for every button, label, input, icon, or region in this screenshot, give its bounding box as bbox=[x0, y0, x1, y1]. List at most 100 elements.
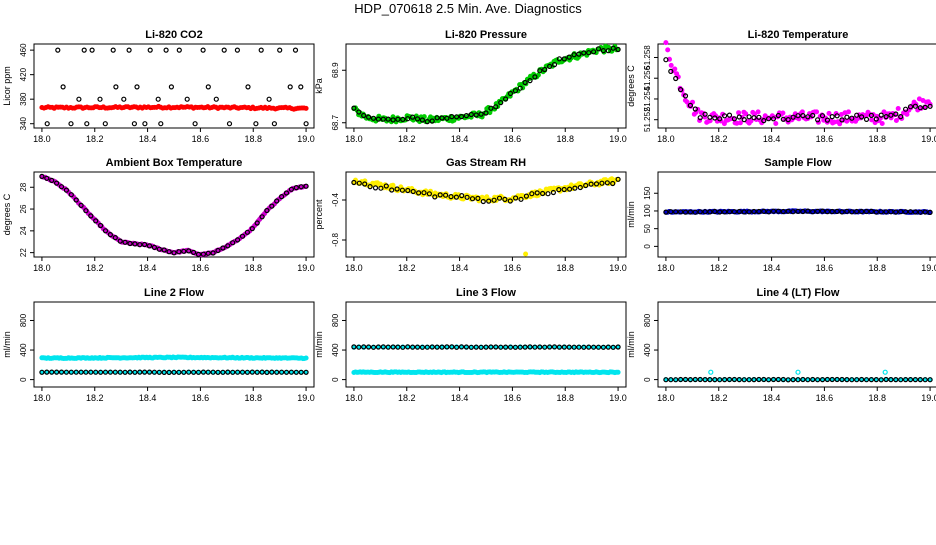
y-tick-label: 380 bbox=[19, 92, 28, 106]
data-point-black bbox=[288, 186, 294, 192]
data-point-black bbox=[780, 116, 786, 122]
data-point-black bbox=[110, 47, 116, 53]
panel-title: Sample Flow bbox=[764, 157, 832, 169]
data-point-black bbox=[254, 369, 260, 375]
data-point-black bbox=[195, 251, 202, 257]
data-point-black bbox=[131, 121, 137, 127]
data-point-black bbox=[424, 118, 430, 125]
data-point-black bbox=[449, 113, 455, 120]
data-point-black bbox=[765, 209, 772, 215]
data-point-black bbox=[475, 195, 481, 201]
data-point-black bbox=[849, 377, 855, 383]
data-point-black bbox=[775, 376, 782, 383]
data-point-black bbox=[507, 198, 513, 204]
data-point-black bbox=[834, 208, 840, 214]
data-point-black bbox=[163, 47, 169, 53]
panel-title: Line 3 Flow bbox=[456, 287, 516, 299]
data-point-black bbox=[434, 115, 440, 121]
data-point-black bbox=[142, 369, 148, 375]
data-point-black bbox=[556, 56, 563, 62]
data-point-black bbox=[195, 369, 202, 375]
data-point-black bbox=[542, 66, 548, 73]
plot-frame bbox=[657, 171, 936, 258]
y-tick-label: 340 bbox=[19, 116, 28, 130]
y-tick-label: 800 bbox=[643, 313, 652, 327]
data-point-black bbox=[437, 192, 443, 198]
data-point-black bbox=[375, 116, 381, 122]
data-point-black bbox=[819, 377, 826, 383]
data-point-black bbox=[166, 249, 172, 255]
data-point-black bbox=[434, 344, 440, 350]
data-point-black bbox=[668, 377, 674, 383]
data-point-black bbox=[389, 187, 395, 193]
data-point-black bbox=[367, 184, 373, 190]
x-tick-label: 18.8 bbox=[868, 134, 886, 144]
data-point-black bbox=[239, 233, 246, 239]
data-point-black bbox=[245, 84, 251, 90]
data-point-cyan-spikes bbox=[882, 369, 888, 375]
data-point-black bbox=[726, 209, 733, 215]
data-point-black bbox=[721, 377, 728, 383]
data-point-black bbox=[590, 344, 597, 350]
data-point-black bbox=[264, 369, 270, 375]
data-point-black bbox=[746, 114, 752, 120]
data-point-outlier bbox=[523, 251, 529, 257]
data-point-black bbox=[893, 209, 899, 215]
data-point-black bbox=[863, 116, 870, 123]
data-point-black bbox=[469, 196, 476, 202]
x-tick-label: 18.6 bbox=[816, 134, 834, 144]
data-point-black bbox=[78, 369, 84, 375]
data-point-black bbox=[235, 369, 241, 375]
data-point-black bbox=[142, 241, 148, 248]
data-point-black bbox=[366, 344, 372, 350]
data-point-black bbox=[410, 344, 416, 350]
data-point-magenta bbox=[736, 110, 742, 116]
x-tick-label: 18.2 bbox=[710, 134, 728, 144]
data-point-black bbox=[88, 369, 94, 375]
data-point-black bbox=[63, 187, 70, 193]
data-point-black bbox=[102, 121, 108, 127]
data-point-black bbox=[426, 191, 432, 197]
data-point-black bbox=[746, 209, 752, 215]
data-point-black bbox=[491, 197, 497, 203]
data-point-black bbox=[155, 96, 161, 102]
data-point-black bbox=[453, 194, 459, 200]
data-point-black bbox=[770, 208, 777, 214]
data-point-black bbox=[692, 376, 698, 383]
data-point-black bbox=[366, 114, 372, 120]
y-axis-label: degrees C bbox=[2, 193, 12, 235]
y-tick-label: 68.9 bbox=[331, 62, 340, 78]
data-point-black bbox=[269, 203, 275, 209]
x-tick-label: 19.0 bbox=[921, 393, 936, 403]
data-point-black bbox=[546, 344, 553, 350]
data-point-black bbox=[615, 46, 621, 53]
data-point-black bbox=[927, 209, 933, 215]
data-point-black bbox=[126, 47, 132, 53]
data-point-black bbox=[405, 344, 411, 350]
y-tick-label: 0 bbox=[643, 244, 652, 249]
x-tick-label: 19.0 bbox=[921, 263, 936, 273]
y-tick-label: 51.256 bbox=[643, 65, 652, 90]
data-point-magenta bbox=[773, 121, 779, 126]
data-point-black bbox=[502, 196, 508, 202]
panel-7: Line 2 Flow ml/min 18.0 18.2 18.4 18.6 18.8 19.… bbox=[2, 287, 315, 403]
x-tick-label: 18.8 bbox=[244, 263, 262, 273]
data-point-black bbox=[917, 105, 923, 111]
panel-title: Line 4 (LT) Flow bbox=[757, 287, 840, 299]
data-point-black bbox=[303, 121, 309, 127]
y-tick-label: 0 bbox=[331, 377, 340, 382]
data-point-black bbox=[380, 116, 386, 122]
data-point-black bbox=[819, 208, 826, 214]
data-point-black bbox=[156, 246, 162, 252]
data-point-black bbox=[121, 96, 127, 102]
data-point-black bbox=[370, 344, 377, 350]
data-point-black bbox=[200, 369, 206, 375]
data-point-black bbox=[225, 369, 231, 375]
data-point-black bbox=[503, 96, 509, 102]
data-point-black bbox=[512, 88, 519, 94]
data-point-black bbox=[220, 245, 226, 251]
data-point-black bbox=[765, 116, 772, 122]
data-point-black bbox=[780, 208, 786, 215]
data-point-black bbox=[576, 344, 582, 350]
